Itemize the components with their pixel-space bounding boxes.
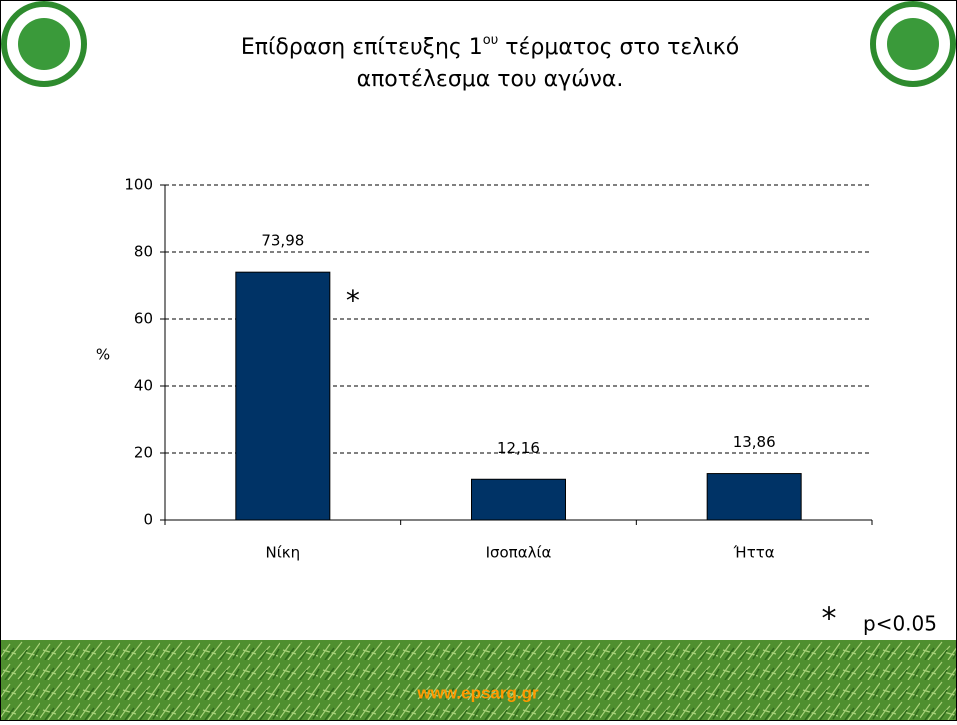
- title-part: τέρματος στο τελικό: [498, 35, 739, 60]
- logo-right: [870, 1, 956, 87]
- annotation: *: [346, 284, 360, 317]
- title-part: Επίδραση επίτευξης 1: [241, 35, 483, 60]
- value-label: 12,16: [497, 439, 540, 457]
- note-text: p<0.05: [863, 612, 937, 636]
- y-tick-label: 20: [134, 444, 153, 462]
- x-tick-label: Ήττα: [733, 544, 775, 562]
- value-label: 13,86: [733, 433, 776, 451]
- note-symbol: *: [822, 602, 837, 637]
- value-label: 73,98: [261, 232, 304, 250]
- y-tick-label: 80: [134, 243, 153, 261]
- bar: [235, 271, 331, 521]
- footer-url: www.epsarg.gr: [416, 683, 539, 702]
- y-tick-label: 60: [134, 310, 153, 328]
- logo-left: [1, 1, 87, 87]
- grass-band: [0, 640, 957, 721]
- y-tick-label: 40: [134, 377, 153, 395]
- bar: [471, 478, 566, 521]
- y-tick-label: 100: [124, 176, 153, 194]
- chart: 0 20 40 60 80 100% Νίκη 73,98 Ισοπαλία 12,16 Ήττα 1…: [96, 176, 873, 562]
- x-tick-label: Νίκη: [266, 544, 301, 562]
- y-tick-label: 0: [143, 511, 153, 529]
- bar: [706, 473, 802, 521]
- y-axis-label: %: [96, 346, 110, 364]
- title-superscript: ου: [483, 33, 498, 48]
- title-line-1: Επίδραση επίτευξης 1ου τέρματος στο τελι…: [241, 33, 739, 61]
- x-tick-label: Ισοπαλία: [486, 544, 552, 562]
- title-line-2: αποτέλεσμα του αγώνα.: [357, 67, 624, 92]
